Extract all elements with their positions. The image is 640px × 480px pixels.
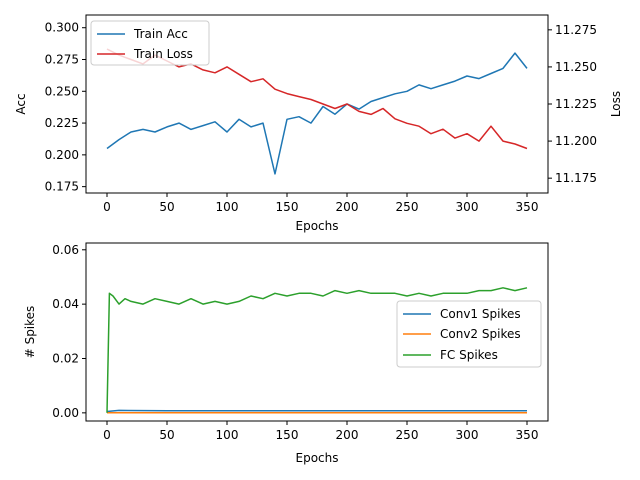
series-line-fc-spikes (106, 287, 528, 413)
bottom-x-tick-label: 100 (216, 428, 239, 442)
top-x-tick-label: 100 (216, 200, 239, 214)
top-y-right-ticks: 11.175 11.200 11.225 11.250 11.275 (548, 23, 597, 185)
bottom-x-tick-label: 350 (516, 428, 539, 442)
legend-label-fc-spikes: FC Spikes (440, 348, 498, 362)
top-y-tick-label: 0.175 (45, 180, 79, 194)
bottom-x-tick-label: 200 (336, 428, 359, 442)
top-x-tick-label: 250 (396, 200, 419, 214)
top-y-tick-label: 0.225 (45, 116, 79, 130)
top-y-tick-label: 0.275 (45, 53, 79, 67)
legend-label-conv2-spikes: Conv2 Spikes (440, 327, 521, 341)
bottom-y-axis-label: # Spikes (23, 306, 37, 359)
bottom-x-tick-label: 250 (396, 428, 419, 442)
top-legend: Train Acc Train Loss (90, 20, 210, 66)
top-y-axis-label: Acc (14, 93, 28, 114)
bottom-axes-frame (85, 242, 549, 422)
top-y-right-tick-label: 11.175 (555, 171, 597, 185)
top-x-axis-label: Epochs (296, 219, 339, 233)
top-y-tick-label: 0.250 (45, 84, 79, 98)
bottom-x-tick-label: 150 (276, 428, 299, 442)
top-y-right-tick-label: 11.275 (555, 23, 597, 37)
bottom-legend-box (396, 300, 542, 368)
top-y-right-tick-label: 11.250 (555, 60, 597, 74)
series-line-train-acc (106, 52, 528, 175)
legend-label-train-loss: Train Loss (133, 47, 193, 61)
bottom-y-ticks: 0.00 0.02 0.04 0.06 (52, 243, 86, 420)
bottom-x-tick-label: 50 (159, 428, 174, 442)
top-y-tick-label: 0.300 (45, 21, 79, 35)
top-x-tick-label: 150 (276, 200, 299, 214)
top-plot-area (106, 48, 528, 175)
bottom-y-tick-label: 0.00 (52, 406, 79, 420)
top-y-right-tick-label: 11.200 (555, 134, 597, 148)
bottom-legend: Conv1 Spikes Conv2 Spikes FC Spikes (396, 300, 542, 368)
bottom-y-tick-label: 0.04 (52, 297, 79, 311)
bottom-x-axis-label: Epochs (296, 451, 339, 465)
bottom-x-ticks: 0 50 100 150 200 250 300 350 (103, 421, 538, 442)
bottom-y-tick-label: 0.06 (52, 243, 79, 257)
series-line-train-loss (106, 48, 528, 150)
top-y-right-tick-label: 11.225 (555, 97, 597, 111)
legend-label-conv1-spikes: Conv1 Spikes (440, 307, 521, 321)
top-x-tick-label: 300 (456, 200, 479, 214)
top-chart: 0 50 100 150 200 250 300 350 0.175 0.200 0.225 0.2… (14, 14, 623, 233)
bottom-chart: 0 50 100 150 200 250 300 350 0.00 0.02 0.04 0.06 E… (23, 242, 549, 465)
top-x-tick-label: 0 (103, 200, 111, 214)
top-x-ticks: 0 50 100 150 200 250 300 350 (103, 193, 538, 214)
top-y-ticks: 0.175 0.200 0.225 0.250 0.275 0.300 (45, 21, 86, 194)
top-x-tick-label: 200 (336, 200, 359, 214)
series-line-conv1-spikes (106, 409, 527, 413)
top-y-right-axis-label: Loss (609, 91, 623, 117)
bottom-x-tick-label: 300 (456, 428, 479, 442)
top-x-tick-label: 50 (159, 200, 174, 214)
bottom-plot-area (106, 287, 528, 414)
top-x-tick-label: 350 (516, 200, 539, 214)
legend-label-train-acc: Train Acc (133, 27, 188, 41)
bottom-y-tick-label: 0.02 (52, 351, 79, 365)
bottom-x-tick-label: 0 (103, 428, 111, 442)
top-y-tick-label: 0.200 (45, 148, 79, 162)
